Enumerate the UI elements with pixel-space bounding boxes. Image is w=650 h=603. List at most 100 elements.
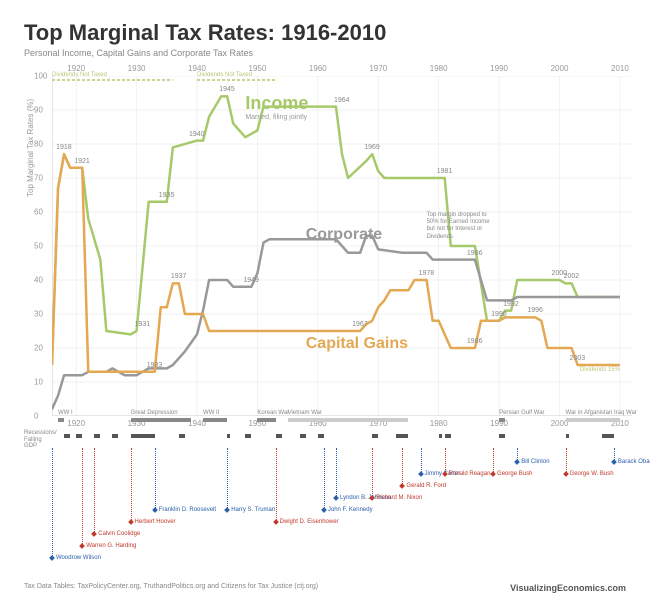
president-label: Harry S. Truman xyxy=(231,507,275,513)
president-marker xyxy=(418,471,424,477)
point-label: 1981 xyxy=(437,168,453,175)
point-label: 1935 xyxy=(159,192,175,199)
dividends-not-taxed-label: Dividends Not Taxed xyxy=(197,72,252,78)
president-label: Bill Clinton xyxy=(521,459,549,465)
recession-bar xyxy=(445,434,451,438)
y-tick: 30 xyxy=(34,310,43,319)
recession-bar xyxy=(227,434,230,438)
y-tick: 80 xyxy=(34,140,43,149)
war-bar xyxy=(566,418,620,422)
point-label: 1949 xyxy=(243,277,259,284)
recession-bar xyxy=(318,434,324,438)
president-line xyxy=(372,448,373,498)
point-label: 1933 xyxy=(147,362,163,369)
y-tick: 50 xyxy=(34,242,43,251)
y-tick: 10 xyxy=(34,378,43,387)
sources-text: Tax Data Tables: TaxPolicyCenter.org, Tr… xyxy=(24,583,318,593)
president-marker xyxy=(224,507,230,513)
point-label: 1978 xyxy=(419,270,435,277)
war-label: Korean War xyxy=(257,410,289,416)
point-label: 1921 xyxy=(74,158,90,165)
recession-bar xyxy=(372,434,378,438)
recession-bar xyxy=(276,434,282,438)
recessions-label: Recessions/ Falling GDP xyxy=(24,430,52,450)
war-bar xyxy=(499,418,505,422)
president-label: Franklin D. Roosevelt xyxy=(159,507,216,513)
president-line xyxy=(155,448,156,510)
president-line xyxy=(493,448,494,474)
point-label: 1990 xyxy=(491,311,507,318)
point-label: 1969 xyxy=(364,144,380,151)
war-label: War in Afganistan Iraq War xyxy=(566,410,637,416)
point-label: 1945 xyxy=(219,86,235,93)
president-marker xyxy=(321,507,327,513)
y-tick: 90 xyxy=(34,106,43,115)
point-label: 1967 xyxy=(352,321,368,328)
x-tick: 1980 xyxy=(430,64,448,73)
point-label: 1937 xyxy=(171,273,187,280)
x-tick: 1970 xyxy=(369,64,387,73)
recession-bar xyxy=(179,434,185,438)
president-line xyxy=(94,448,95,534)
president-marker xyxy=(79,543,85,549)
y-tick: 100 xyxy=(34,72,47,81)
series-label-corporate: Corporate xyxy=(306,226,382,244)
recession-bar xyxy=(300,434,306,438)
president-marker xyxy=(49,555,55,561)
point-label: 1996 xyxy=(527,307,543,314)
x-tick: 1960 xyxy=(309,64,327,73)
president-line xyxy=(402,448,403,486)
president-label: Gerald R. Ford xyxy=(406,483,446,489)
president-label: Barack Obama xyxy=(618,459,650,465)
point-label: 1931 xyxy=(135,321,151,328)
recession-bar xyxy=(131,434,155,438)
dividends-not-taxed-label: Dividends Not Taxed xyxy=(52,72,107,78)
point-label: 1918 xyxy=(56,144,72,151)
callout-note: Top margin dropped to 50% for Earned Inc… xyxy=(427,212,497,241)
president-label: Herbert Hoover xyxy=(135,519,176,525)
president-label: Woodrow Wilson xyxy=(56,555,101,561)
point-label: 2002 xyxy=(564,273,580,280)
president-marker xyxy=(490,471,496,477)
war-label: Great Depression xyxy=(131,410,178,416)
president-label: John F. Kennedy xyxy=(328,507,373,513)
president-label: Dwight D. Eisenhower xyxy=(280,519,339,525)
credit-text: VisualizingEconomics.com xyxy=(510,583,626,593)
president-marker xyxy=(128,519,134,525)
recessions-timeline: Recessions/ Falling GDP xyxy=(52,432,632,444)
war-label: Persian Gulf War xyxy=(499,410,544,416)
war-label: Vietnam War xyxy=(288,410,322,416)
dividends-15-label: Dividends 15% xyxy=(580,367,620,373)
y-tick: 0 xyxy=(34,412,38,421)
point-label: 2003 xyxy=(570,355,586,362)
x-tick: 2000 xyxy=(551,64,569,73)
president-line xyxy=(336,448,337,498)
page-subtitle: Personal Income, Capital Gains and Corpo… xyxy=(24,48,626,58)
point-label: 1964 xyxy=(334,97,350,104)
y-tick: 20 xyxy=(34,344,43,353)
chart-area: Top Marginal Tax Rates (%) 0102030405060… xyxy=(52,76,632,416)
y-tick: 70 xyxy=(34,174,43,183)
president-label: George Bush xyxy=(497,471,532,477)
recession-bar xyxy=(94,434,100,438)
recession-bar xyxy=(439,434,442,438)
series-label-capgains: Capital Gains xyxy=(306,335,408,353)
president-line xyxy=(52,448,53,558)
war-label: WW I xyxy=(58,410,73,416)
point-label: 1986 xyxy=(467,338,483,345)
president-marker xyxy=(273,519,279,525)
war-label: WW II xyxy=(203,410,219,416)
president-label: Calvin Coolidge xyxy=(98,531,140,537)
war-bar xyxy=(58,418,64,422)
recession-bar xyxy=(396,434,408,438)
president-marker xyxy=(611,459,617,465)
war-bar xyxy=(257,418,275,422)
war-bar xyxy=(203,418,227,422)
recession-bar xyxy=(602,434,614,438)
recession-bar xyxy=(566,434,569,438)
recession-bar xyxy=(499,434,505,438)
wars-timeline: WW IGreat DepressionWW IIKorean WarVietn… xyxy=(52,416,632,430)
point-label: 1986 xyxy=(467,250,483,257)
president-line xyxy=(82,448,83,546)
president-marker xyxy=(91,531,97,537)
